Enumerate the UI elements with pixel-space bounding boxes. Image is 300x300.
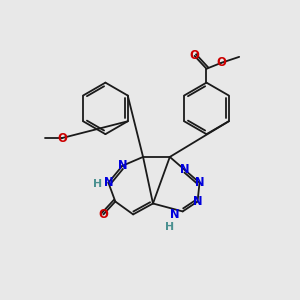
Text: H: H bbox=[165, 222, 174, 232]
Text: O: O bbox=[190, 50, 200, 62]
Text: N: N bbox=[180, 163, 189, 176]
Text: O: O bbox=[216, 56, 226, 69]
Text: N: N bbox=[195, 176, 204, 189]
Text: O: O bbox=[98, 208, 108, 221]
Text: N: N bbox=[103, 176, 113, 189]
Text: N: N bbox=[170, 208, 179, 221]
Text: N: N bbox=[193, 195, 202, 208]
Text: H: H bbox=[93, 179, 102, 189]
Text: N: N bbox=[118, 159, 127, 172]
Text: O: O bbox=[57, 132, 67, 145]
